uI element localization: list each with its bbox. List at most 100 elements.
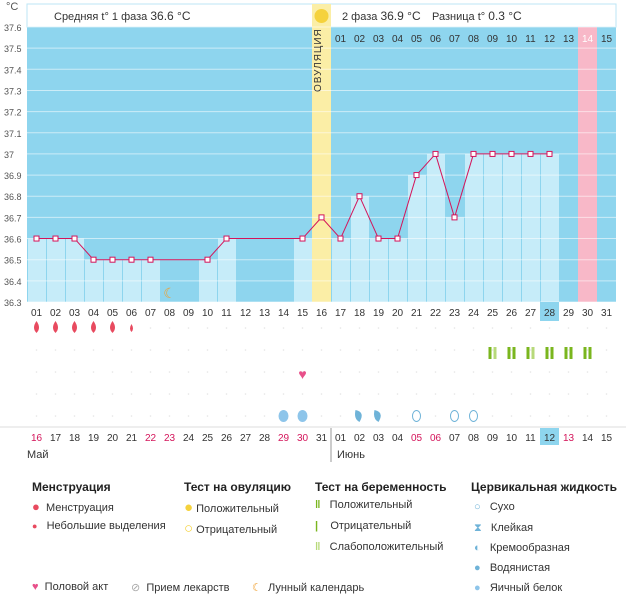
- guide-dot: [130, 371, 133, 373]
- date-selected-cell: [540, 428, 559, 445]
- temp-point: [109, 256, 116, 263]
- temp-line-segment: [435, 153, 455, 218]
- guide-dot: [529, 415, 532, 417]
- guide-dot: [377, 349, 380, 351]
- guide-dot: [491, 437, 494, 439]
- guide-dot: [149, 327, 152, 329]
- y-tick-label: 36.9: [4, 171, 22, 181]
- guide-dot: [282, 437, 285, 439]
- temp-bar: [66, 238, 84, 302]
- guide-dot: [510, 415, 513, 417]
- guide-dot: [434, 393, 437, 395]
- x-tick-label: 04: [88, 308, 100, 319]
- x-tick-label: 24: [468, 308, 480, 319]
- x-tick-label: 18: [354, 308, 366, 319]
- guide-dot: [339, 437, 342, 439]
- guide-dot: [73, 437, 76, 439]
- x-tick-label: 28: [544, 308, 556, 319]
- guide-dot: [548, 349, 551, 351]
- guide-dot: [35, 371, 38, 373]
- temp-point: [223, 235, 230, 242]
- guide-dot: [320, 437, 323, 439]
- guide-dot: [567, 437, 570, 439]
- guide-dot: [244, 393, 247, 395]
- guide-dot: [605, 327, 608, 329]
- temp-point: [33, 235, 40, 242]
- top-day-label: 01: [335, 34, 347, 45]
- double-line-icon: ‖: [315, 499, 321, 511]
- creamy-drop: [355, 410, 362, 422]
- top-day-label: 09: [487, 34, 499, 45]
- temp-line-segment: [321, 217, 341, 239]
- eggwhite-drop: [278, 410, 289, 422]
- temp-bar: [294, 238, 312, 302]
- temp-line-segment: [359, 196, 379, 239]
- menstruation-drop: [91, 321, 96, 333]
- guide-dot: [187, 371, 190, 373]
- guide-dot: [111, 371, 114, 373]
- phase2-info: 2 фаза 36.9 °C: [342, 9, 421, 23]
- guide-dot: [206, 437, 209, 439]
- guide-dot: [605, 437, 608, 439]
- guide-dot: [54, 371, 57, 373]
- top-days-row: [331, 29, 616, 48]
- pregnancy-test-line: [550, 347, 554, 359]
- date-label: 06: [430, 433, 442, 444]
- guide-dot: [472, 393, 475, 395]
- guide-dot: [92, 437, 95, 439]
- x-tick-label: 11: [221, 308, 232, 319]
- top-day-label: 10: [506, 34, 518, 45]
- date-label: 03: [373, 433, 385, 444]
- x-tick-label: 07: [145, 308, 157, 319]
- guide-dot: [149, 349, 152, 351]
- guide-dot: [92, 371, 95, 373]
- legend-medication: ⊘ Прием лекарств: [131, 582, 230, 594]
- date-label: 04: [392, 433, 404, 444]
- menstruation-drop: [72, 321, 77, 333]
- y-tick-label: 37.3: [4, 86, 22, 96]
- temp-point: [356, 193, 363, 200]
- guide-dot: [453, 437, 456, 439]
- month-label: Май: [27, 449, 49, 461]
- legend-pregnancy-positive: ‖ Положительный: [315, 499, 413, 511]
- temp-point: [90, 256, 97, 263]
- guide-dot: [225, 327, 228, 329]
- guide-dot: [320, 349, 323, 351]
- temp-point: [470, 150, 477, 157]
- guide-dot: [396, 371, 399, 373]
- guide-dot: [453, 349, 456, 351]
- guide-dot: [206, 371, 209, 373]
- guide-dot: [301, 393, 304, 395]
- guide-dot: [282, 371, 285, 373]
- x-tick-label: 31: [601, 308, 613, 319]
- dry-drop: [469, 410, 478, 422]
- guide-dot: [301, 437, 304, 439]
- guide-dot: [491, 415, 494, 417]
- pregnancy-test-line: [488, 347, 492, 359]
- pregnancy-test-line: [569, 347, 573, 359]
- guide-dot: [168, 371, 171, 373]
- temp-bar: [332, 238, 350, 302]
- guide-dot: [73, 371, 76, 373]
- yellow-circle-icon: ●: [184, 499, 194, 516]
- date-label: 23: [164, 433, 176, 444]
- guide-dot: [605, 415, 608, 417]
- guide-dot: [92, 393, 95, 395]
- guide-dot: [415, 371, 418, 373]
- guide-dot: [567, 393, 570, 395]
- x-tick-label: 01: [31, 308, 43, 319]
- temp-point: [337, 235, 344, 242]
- guide-dot: [168, 437, 171, 439]
- guide-dot: [491, 349, 494, 351]
- legend-menstruation-title: Менструация: [32, 480, 111, 494]
- x-tick-label: 23: [449, 308, 461, 319]
- temp-line-segment: [416, 153, 436, 176]
- date-label: 31: [316, 433, 328, 444]
- guide-dot: [111, 415, 114, 417]
- guide-dot: [111, 349, 114, 351]
- guide-dot: [529, 437, 532, 439]
- moon-icon: ☾: [252, 582, 262, 594]
- bbt-chart: 01 02 03 04 05 06 07 08 09 10 11 12 13 14 15 37.6 37.5 37…: [0, 3, 626, 462]
- guide-dot: [434, 437, 437, 439]
- highlight-column: [578, 27, 597, 302]
